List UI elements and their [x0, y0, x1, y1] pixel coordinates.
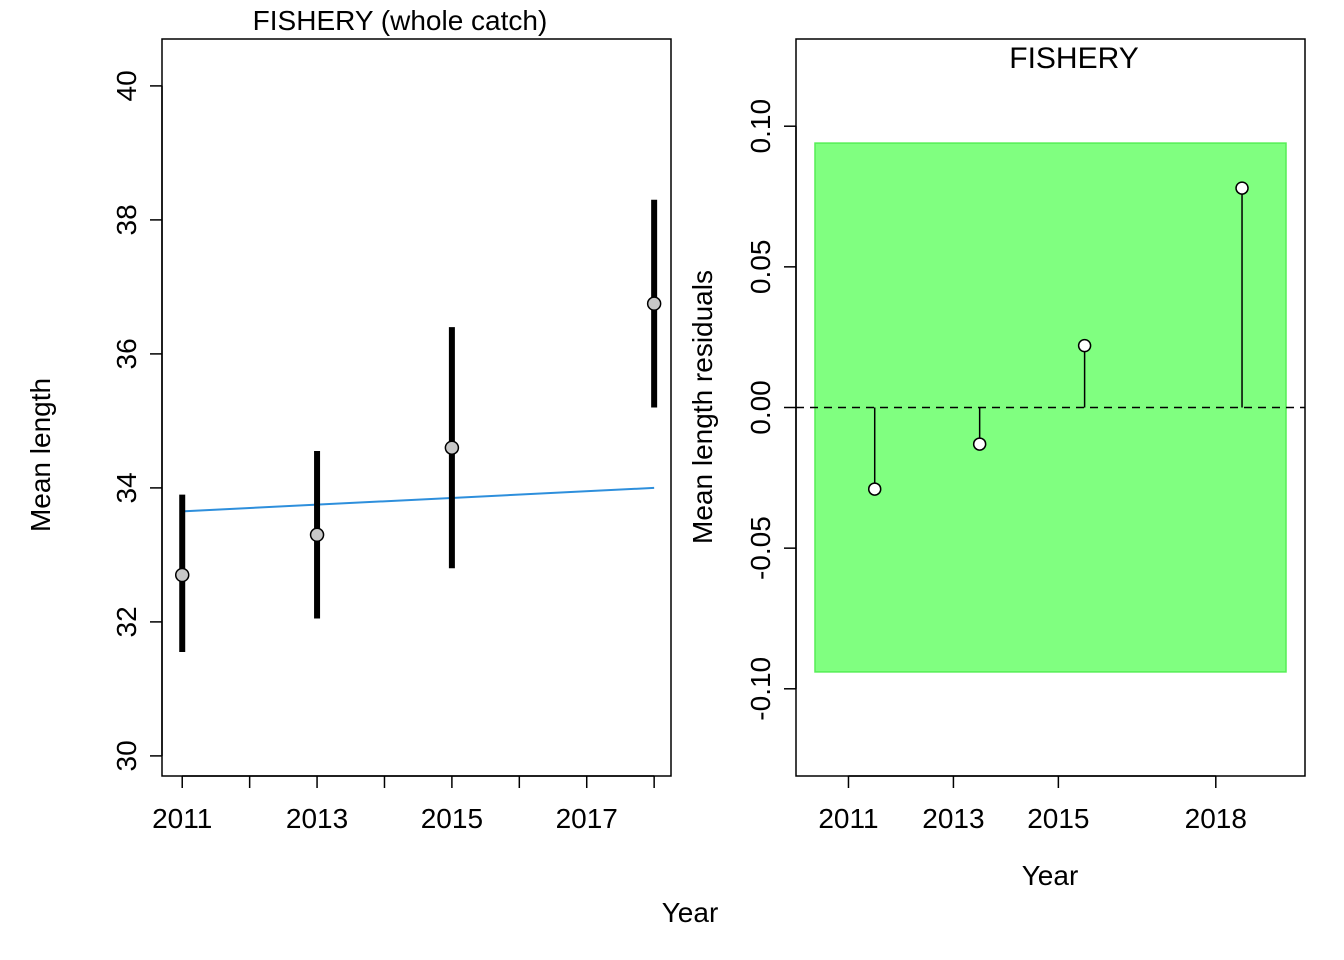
- left-chart-title: FISHERY (whole catch): [253, 5, 548, 36]
- data-point: [174, 567, 190, 583]
- residuals-panel: FISHERY Mean length residuals Year 2011 2…: [687, 38, 1306, 891]
- y-tick-label: 38: [111, 204, 142, 235]
- y-tick-label: 0.10: [745, 99, 776, 154]
- data-point: [444, 440, 460, 455]
- mean-length-panel: FISHERY (whole catch) Mean length 2011 20…: [25, 5, 672, 834]
- left-errorbars-group: [179, 199, 658, 653]
- right-x-axis: 2011 2013 2015 2018: [818, 775, 1247, 834]
- y-tick-label: 34: [111, 472, 142, 503]
- right-y-axis-label: Mean length residuals: [687, 270, 718, 544]
- data-point: [309, 527, 325, 543]
- residual-point: [867, 482, 882, 496]
- residual-point: [1077, 338, 1092, 353]
- x-tick-label: 2013: [286, 803, 348, 834]
- left-plot-frame: [161, 38, 672, 777]
- y-tick-label: 0.00: [745, 380, 776, 435]
- x-tick-label: 2011: [152, 803, 212, 834]
- x-tick-label: 2018: [1185, 803, 1247, 834]
- x-tick-label: 2015: [1027, 803, 1089, 834]
- y-tick-label: 40: [111, 70, 142, 101]
- y-tick-label: 32: [111, 606, 142, 637]
- trend-line: [182, 486, 655, 513]
- data-point: [646, 296, 662, 311]
- y-tick-label: -0.10: [745, 657, 776, 721]
- y-tick-label: -0.05: [745, 516, 776, 580]
- y-tick-label: 0.05: [745, 240, 776, 295]
- right-x-axis-label: Year: [1022, 860, 1079, 891]
- residual-point: [1235, 181, 1249, 195]
- x-tick-label: 2013: [922, 803, 984, 834]
- left-points-group: [174, 296, 662, 583]
- right-y-axis: -0.10 -0.05 0.00 0.05 0.10: [745, 99, 797, 721]
- residual-point: [972, 437, 987, 451]
- left-y-axis: 30 32 34 36 38 40: [111, 70, 163, 771]
- shared-x-axis-label: Year: [662, 897, 719, 928]
- y-tick-label: 30: [111, 740, 142, 771]
- x-tick-label: 2017: [556, 803, 618, 834]
- x-tick-label: 2011: [818, 803, 878, 834]
- left-trend-group: [182, 486, 655, 513]
- y-tick-label: 36: [111, 338, 142, 369]
- x-tick-label: 2015: [421, 803, 483, 834]
- residual-points-group: [867, 181, 1249, 496]
- left-y-axis-label: Mean length: [25, 378, 56, 532]
- left-x-axis: 2011 2013 2015 2017: [152, 775, 655, 834]
- right-chart-title: FISHERY: [1009, 42, 1138, 75]
